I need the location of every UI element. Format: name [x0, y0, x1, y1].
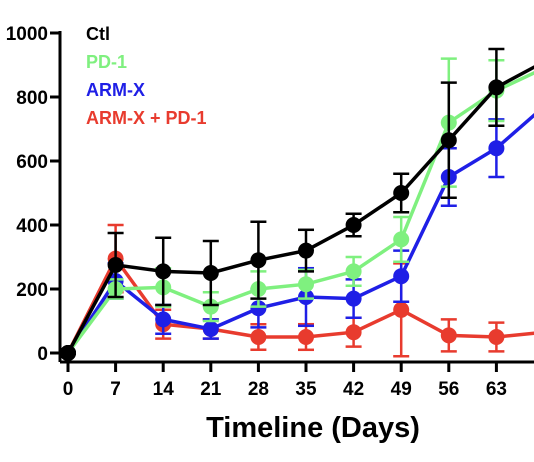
x-axis-title: Timeline (Days) [206, 412, 420, 444]
x-tick-label: 14 [153, 379, 175, 400]
data-point [488, 140, 505, 157]
x-tick-label: 21 [200, 379, 222, 400]
data-point [107, 257, 124, 273]
data-point [345, 324, 362, 341]
x-tick-label: 63 [486, 379, 507, 400]
series-layer [60, 47, 534, 361]
series-line [66, 65, 534, 354]
y-tick-label: 200 [16, 280, 48, 301]
y-tick-label: 800 [16, 88, 48, 109]
axes: 020040060080010000714212835424956637077 [6, 24, 534, 400]
data-point [440, 327, 457, 344]
x-tick-label: 42 [343, 379, 364, 400]
data-point [250, 329, 267, 345]
legend-entry: PD-1 [86, 52, 127, 72]
y-tick-label: 1000 [6, 24, 48, 45]
y-tick-label: 400 [16, 216, 48, 237]
legend-entry: Ctl [86, 24, 110, 44]
x-tick-label: 56 [438, 379, 459, 400]
data-point [345, 290, 362, 307]
data-point [155, 311, 172, 328]
legend-entry: ARM-X [86, 80, 145, 100]
data-point [488, 329, 505, 345]
data-point [202, 321, 219, 337]
data-point [393, 268, 410, 285]
data-point [440, 132, 457, 149]
series-ctl [60, 47, 534, 361]
data-point [60, 345, 76, 361]
data-point [393, 301, 410, 318]
data-point [488, 79, 505, 96]
data-point [202, 298, 219, 315]
y-tick-label: 600 [16, 152, 48, 173]
data-point [345, 263, 362, 280]
data-point [298, 242, 314, 259]
legend-entry: ARM-X + PD-1 [86, 108, 207, 128]
x-tick-label: 7 [110, 379, 121, 400]
data-point [345, 217, 362, 233]
data-point [202, 265, 219, 281]
data-point [393, 231, 410, 248]
x-tick-label: 49 [391, 379, 412, 400]
data-point [250, 300, 267, 317]
x-tick-label: 35 [295, 379, 317, 400]
x-tick-label: 0 [63, 379, 74, 400]
data-point [155, 263, 172, 280]
data-point [298, 276, 314, 293]
data-point [298, 329, 314, 345]
legend: Ctl PD-1 ARM-X ARM-X + PD-1 [86, 24, 207, 128]
data-point [250, 252, 267, 269]
y-tick-label: 0 [37, 344, 48, 365]
x-tick-label: 28 [248, 379, 269, 400]
data-point [393, 185, 410, 201]
